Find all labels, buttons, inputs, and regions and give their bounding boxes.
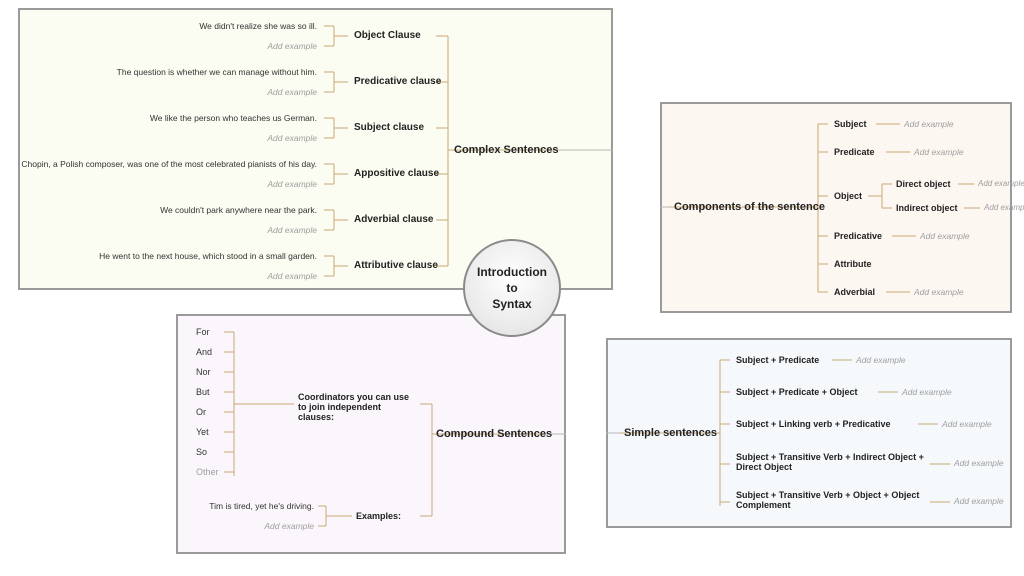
complex-title: Complex Sentences [454, 144, 559, 156]
comp-attribute: Attribute [834, 259, 872, 269]
clause-5-add[interactable]: Add example [267, 271, 317, 281]
comp-predicate: Predicate [834, 147, 875, 157]
simple-p2-add[interactable]: Add example [942, 419, 992, 429]
clause-1-example: The question is whether we can manage wi… [117, 67, 317, 77]
comp-direct-object: Direct object [896, 179, 951, 189]
comp-subject-add[interactable]: Add example [904, 119, 954, 129]
simple-p4: Subject + Transitive Verb + Object + Obj… [736, 490, 926, 510]
comp-adverbial-add[interactable]: Add example [914, 287, 964, 297]
clause-4-example: We couldn't park anywhere near the park. [160, 205, 317, 215]
clause-0-add[interactable]: Add example [267, 41, 317, 51]
coord-so: So [196, 447, 207, 457]
simple-p3-add[interactable]: Add example [954, 458, 1004, 468]
coord-but: But [196, 387, 210, 397]
coord-for: For [196, 327, 210, 337]
coord-or: Or [196, 407, 206, 417]
comp-direct-add[interactable]: Add example [978, 179, 1024, 188]
coord-and: And [196, 347, 212, 357]
clause-1-add[interactable]: Add example [267, 87, 317, 97]
coord-other[interactable]: Other [196, 467, 219, 477]
comp-predicate-add[interactable]: Add example [914, 147, 964, 157]
coord-yet: Yet [196, 427, 209, 437]
comp-subject: Subject [834, 119, 867, 129]
clause-2-example: We like the person who teaches us German… [150, 113, 317, 123]
simple-p3: Subject + Transitive Verb + Indirect Obj… [736, 452, 926, 472]
clause-3-add[interactable]: Add example [267, 179, 317, 189]
coord-nor: Nor [196, 367, 211, 377]
simple-p1-add[interactable]: Add example [902, 387, 952, 397]
clause-4-add[interactable]: Add example [267, 225, 317, 235]
compound-add[interactable]: Add example [264, 521, 314, 531]
clause-0-example: We didn't realize she was so ill. [199, 21, 317, 31]
comp-adverbial: Adverbial [834, 287, 875, 297]
clause-appositive: Appositive clause [354, 168, 439, 179]
center-title: IntroductiontoSyntax [477, 264, 547, 313]
comp-object: Object [834, 191, 862, 201]
simple-title: Simple sentences [624, 427, 717, 439]
compound-example: Tim is tired, yet he's driving. [209, 501, 314, 511]
simple-p4-add[interactable]: Add example [954, 496, 1004, 506]
clause-attributive: Attributive clause [354, 260, 438, 271]
simple-p0-add[interactable]: Add example [856, 355, 906, 365]
simple-p2: Subject + Linking verb + Predicative [736, 419, 891, 429]
clause-predicative: Predicative clause [354, 76, 441, 87]
clause-3-example: Chopin, a Polish composer, was one of th… [21, 159, 317, 169]
clause-2-add[interactable]: Add example [267, 133, 317, 143]
comp-predicative-add[interactable]: Add example [920, 231, 970, 241]
simple-p1: Subject + Predicate + Object [736, 387, 858, 397]
clause-5-example: He went to the next house, which stood i… [99, 251, 317, 261]
clause-subject: Subject clause [354, 122, 424, 133]
comp-predicative: Predicative [834, 231, 882, 241]
clause-object: Object Clause [354, 30, 421, 41]
compound-examples-label: Examples: [356, 511, 401, 521]
comp-indirect-add[interactable]: Add example [984, 203, 1024, 212]
center-node: IntroductiontoSyntax [463, 239, 561, 337]
compound-title: Compound Sentences [436, 428, 552, 440]
simple-p0: Subject + Predicate [736, 355, 819, 365]
components-title: Components of the sentence [674, 201, 825, 213]
compound-coord-label: Coordinators you can use to join indepen… [298, 392, 418, 422]
clause-adverbial: Adverbial clause [354, 214, 433, 225]
comp-indirect-object: Indirect object [896, 203, 958, 213]
